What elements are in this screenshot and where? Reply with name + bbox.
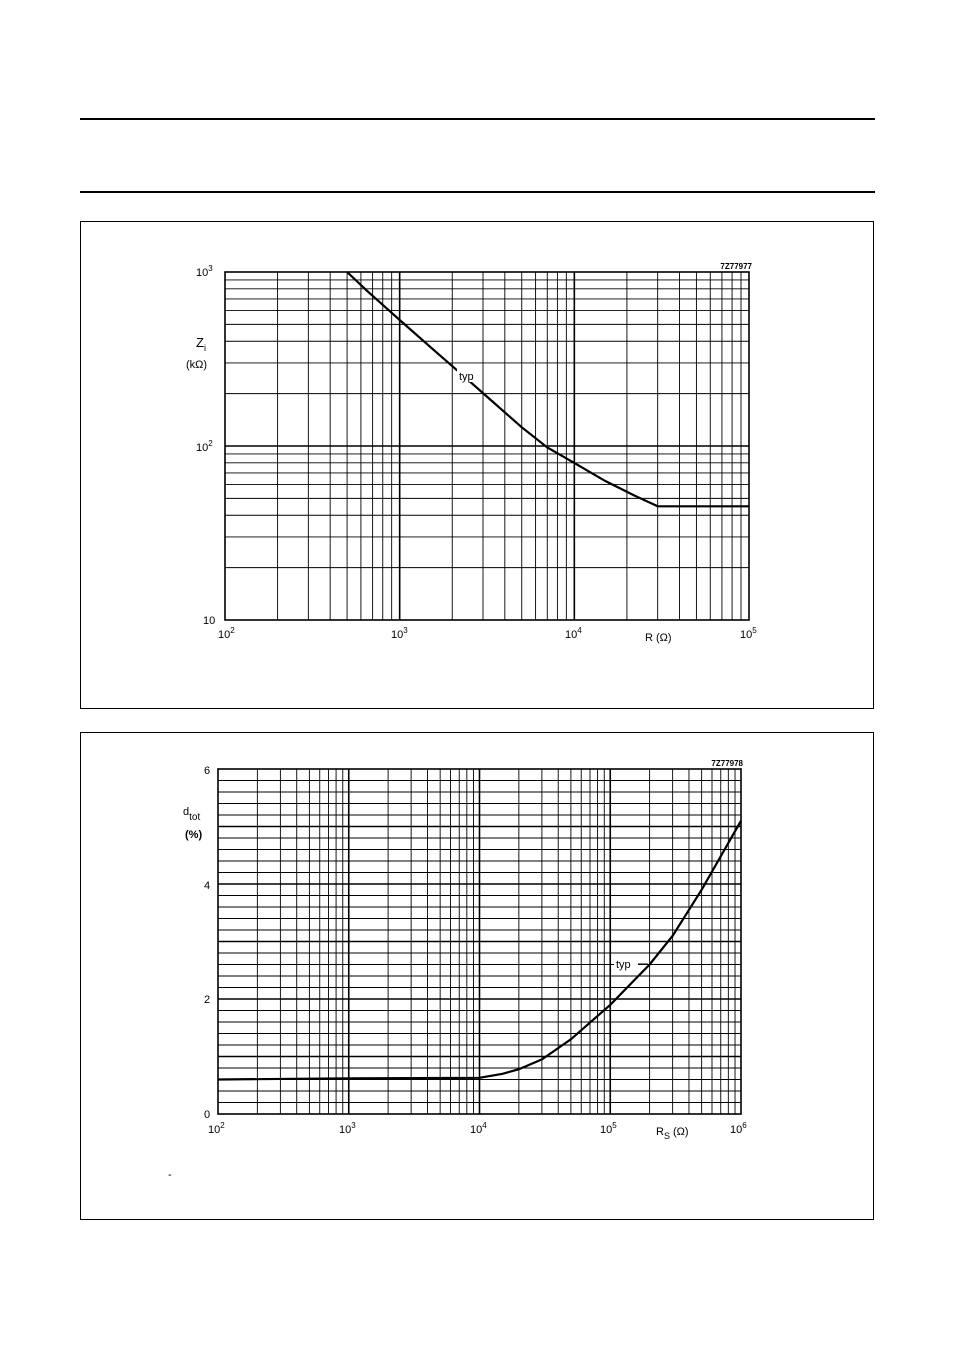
chart-dtot-vs-rs: 7Z77978 dtot (%) 6 4 2 0 102 103 104 105… <box>183 759 747 1141</box>
grid <box>225 272 749 620</box>
stray-mark: - <box>168 1169 172 1181</box>
plot-border <box>217 768 742 1115</box>
series-label-typ: typ <box>616 959 631 971</box>
series-label-typ: typ <box>459 371 474 383</box>
x-tick-label: 104 <box>565 626 582 641</box>
series-line-typ <box>346 271 749 508</box>
y-axis-unit: (%) <box>185 829 202 841</box>
y-tick-label: 103 <box>196 264 213 279</box>
y-axis-unit: (kΩ) <box>186 359 207 371</box>
plot-border <box>224 271 750 621</box>
x-tick-label: 103 <box>391 626 408 641</box>
figure-code: 7Z77977 <box>720 262 752 271</box>
x-tick-label: 104 <box>470 1121 487 1136</box>
x-tick-label: 105 <box>600 1121 617 1136</box>
y-tick-label: 102 <box>196 439 213 454</box>
series-label-bg <box>457 368 481 382</box>
y-tick-label: 2 <box>204 994 210 1006</box>
figure-code: 7Z77978 <box>711 759 743 768</box>
grid <box>218 769 741 1114</box>
x-axis-title: RS (Ω) <box>656 1126 689 1141</box>
chart-zi-vs-r: 7Z77977 Zi (kΩ) 103 102 10 102 103 104 1… <box>186 262 757 644</box>
series-line-typ <box>217 820 742 1081</box>
y-tick-label: 0 <box>204 1109 210 1121</box>
x-tick-label: 105 <box>740 626 757 641</box>
y-tick-label: 4 <box>204 880 210 892</box>
y-tick-label: 10 <box>203 615 215 627</box>
x-axis-title: R (Ω) <box>645 632 672 644</box>
header-rule-top <box>80 118 875 120</box>
chart-frame-zi <box>80 221 874 709</box>
x-tick-label: 103 <box>339 1121 356 1136</box>
y-axis-title: Zi <box>196 335 206 353</box>
x-tick-label: 102 <box>218 626 235 641</box>
chart-frame-dtot <box>80 732 874 1220</box>
header-rule-bottom <box>80 191 875 193</box>
series-label-bg <box>614 957 638 971</box>
x-tick-label: 106 <box>730 1121 747 1136</box>
x-tick-label: 102 <box>208 1121 225 1136</box>
y-axis-title: dtot <box>183 806 200 823</box>
y-tick-label: 6 <box>204 765 210 777</box>
